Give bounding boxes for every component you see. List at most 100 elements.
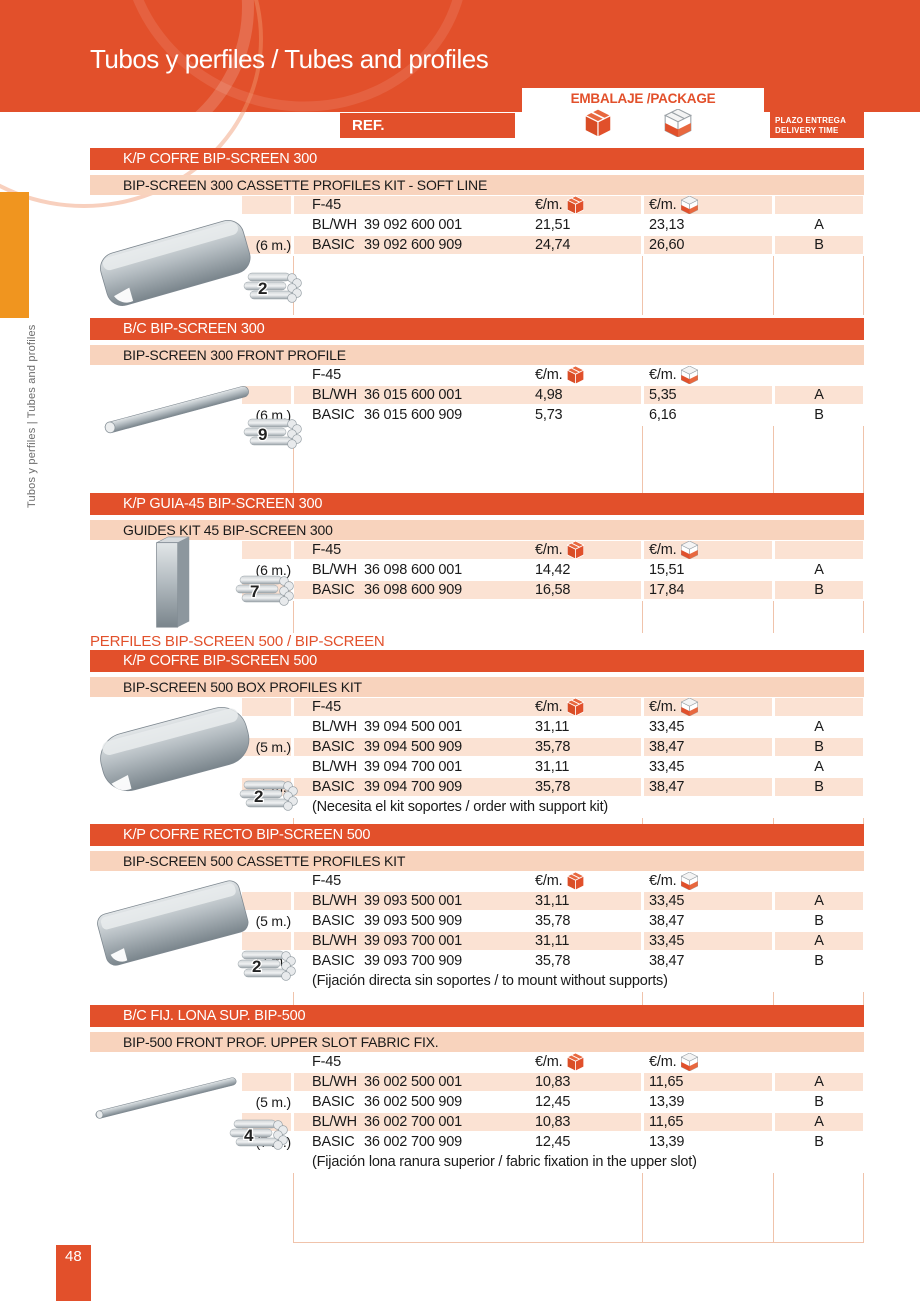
product-section: K/P COFRE BIP-SCREEN 300 BIP-SCREEN 300 C… [90, 148, 864, 315]
price-unit-label: €/m. [535, 542, 563, 558]
table-header-row: F-45 €/m. €/m. [242, 366, 863, 384]
price-per-box: 35,78 [535, 779, 571, 795]
table-header-row: F-45 €/m. €/m. [242, 698, 863, 716]
delivery-time-code: A [814, 562, 824, 578]
price-per-box: 24,74 [535, 237, 571, 253]
table-frame-line [773, 818, 774, 824]
finish-label: BL/WH [312, 893, 357, 909]
table-row: BL/WH 39 093 700 001 31,11 33,45 A [242, 932, 863, 950]
price-unit-label: €/m. [535, 873, 563, 889]
price-per-pallet: 23,13 [649, 217, 685, 233]
price-per-pallet: 5,35 [644, 386, 772, 404]
finish-label: BL/WH [312, 759, 357, 775]
bundle-count-icon: 9 [242, 416, 304, 461]
section-title-bar: K/P COFRE BIP-SCREEN 500 [90, 650, 864, 672]
package-header-label: EMBALAJE /PACKAGE [570, 91, 716, 106]
price-unit-label: €/m. [535, 367, 563, 383]
price-per-box: 31,11 [535, 759, 570, 775]
price-table: F-45 €/m. €/m. BL/WH 36 002 500 001 10,83 11,6… [242, 1053, 863, 1173]
price-per-box: 12,45 [535, 1134, 571, 1150]
table-header-row: F-45 €/m. €/m. [242, 872, 863, 890]
price-per-pallet: 11,65 [644, 1073, 772, 1091]
table-row: BL/WH 39 092 600 001 21,51 23,13 A [242, 216, 863, 234]
package-box-solid-icon [583, 108, 613, 142]
price-per-pallet: 13,39 [649, 1094, 685, 1110]
product-image [95, 866, 253, 976]
delivery-time-code: A [814, 217, 824, 233]
reference-code: 39 094 500 001 [364, 719, 462, 735]
table-frame-line [642, 818, 643, 824]
product-image [98, 356, 256, 464]
bar-length [242, 1073, 291, 1091]
ref-column-header: REF. [340, 113, 515, 138]
bar-length: (6 m.) [242, 236, 291, 254]
price-table: F-45 €/m. €/m. BL/WH 39 094 500 001 31,11 33,4… [242, 698, 863, 818]
svg-text:9: 9 [258, 425, 267, 444]
delivery-time-code: B [814, 1094, 824, 1110]
package-box-solid-icon [567, 366, 585, 384]
table-frame-line [642, 426, 643, 493]
reference-code: 36 002 500 909 [364, 1094, 462, 1110]
section-title-bar: K/P COFRE RECTO BIP-SCREEN 500 [90, 824, 864, 846]
reference-code: 39 094 700 909 [364, 779, 462, 795]
package-box-half-icon [681, 1053, 699, 1071]
delivery-time-code: B [814, 953, 824, 969]
category-divider-title: PERFILES BIP-SCREEN 500 / BIP-SCREEN [90, 633, 385, 650]
price-per-box: 16,58 [535, 582, 571, 598]
table-frame-line [863, 256, 864, 315]
price-unit-label: €/m. [649, 367, 677, 383]
bar-length [242, 892, 291, 910]
package-header: EMBALAJE /PACKAGE [522, 88, 764, 138]
delivery-time-header: PLAZO ENTREGA DELIVERY TIME [770, 112, 864, 138]
package-box-half-icon [681, 698, 699, 716]
reference-code: 36 015 600 909 [364, 407, 462, 423]
bundle-count-icon: 2 [242, 270, 304, 315]
table-frame-line [863, 818, 864, 824]
bar-length [242, 386, 291, 404]
section-subtitle: BIP-SCREEN 500 BOX PROFILES KIT [90, 677, 864, 697]
svg-text:7: 7 [250, 582, 259, 601]
package-box-half-icon [663, 108, 693, 142]
table-frame-line [773, 426, 774, 493]
price-per-box: 10,83 [535, 1074, 571, 1090]
price-per-box: 12,45 [535, 1094, 571, 1110]
price-per-pallet: 33,45 [644, 892, 772, 910]
table-row: BL/WH 39 094 500 001 31,11 33,45 A [242, 718, 863, 736]
table-frame-line [863, 426, 864, 493]
price-table: F-45 €/m. €/m. (6 m.) BL/WH 36 098 600 001 14,… [242, 541, 863, 601]
table-frame-line [293, 818, 294, 824]
finish-label: BL/WH [312, 933, 357, 949]
reference-code: 39 093 700 001 [364, 933, 462, 949]
reference-code: 36 002 700 909 [364, 1134, 462, 1150]
finish-label: BL/WH [312, 217, 357, 233]
package-box-solid-icon [567, 698, 585, 716]
price-per-pallet: 38,47 [649, 953, 685, 969]
package-box-solid-icon [567, 541, 585, 559]
product-image [90, 1051, 242, 1145]
package-box-half-icon [681, 872, 699, 890]
price-per-pallet: 13,39 [649, 1134, 685, 1150]
price-per-pallet: 33,45 [649, 719, 685, 735]
price-per-pallet: 11,65 [644, 1113, 772, 1131]
product-section: K/P COFRE RECTO BIP-SCREEN 500 BIP-SCREEN… [90, 824, 864, 1005]
delivery-time-code: B [814, 1134, 824, 1150]
section-title-bar: B/C BIP-SCREEN 300 [90, 318, 864, 340]
delivery-time-code: B [814, 407, 824, 423]
table-frame-line [293, 1242, 864, 1243]
price-per-pallet: 33,45 [644, 932, 772, 950]
table-frame-line [642, 256, 643, 315]
finish-label: BASIC [312, 739, 355, 755]
delivery-time-code: B [775, 581, 863, 599]
delivery-label-es: PLAZO ENTREGA [775, 116, 847, 125]
package-box-solid-icon [567, 196, 585, 214]
product-image [140, 535, 202, 631]
product-line-label: F-45 [312, 699, 342, 715]
finish-label: BL/WH [312, 1114, 357, 1130]
reference-code: 39 092 600 909 [364, 237, 462, 253]
bar-length: (6 m.) [255, 562, 292, 578]
delivery-time-code: A [814, 759, 824, 775]
table-frame-line [863, 601, 864, 633]
